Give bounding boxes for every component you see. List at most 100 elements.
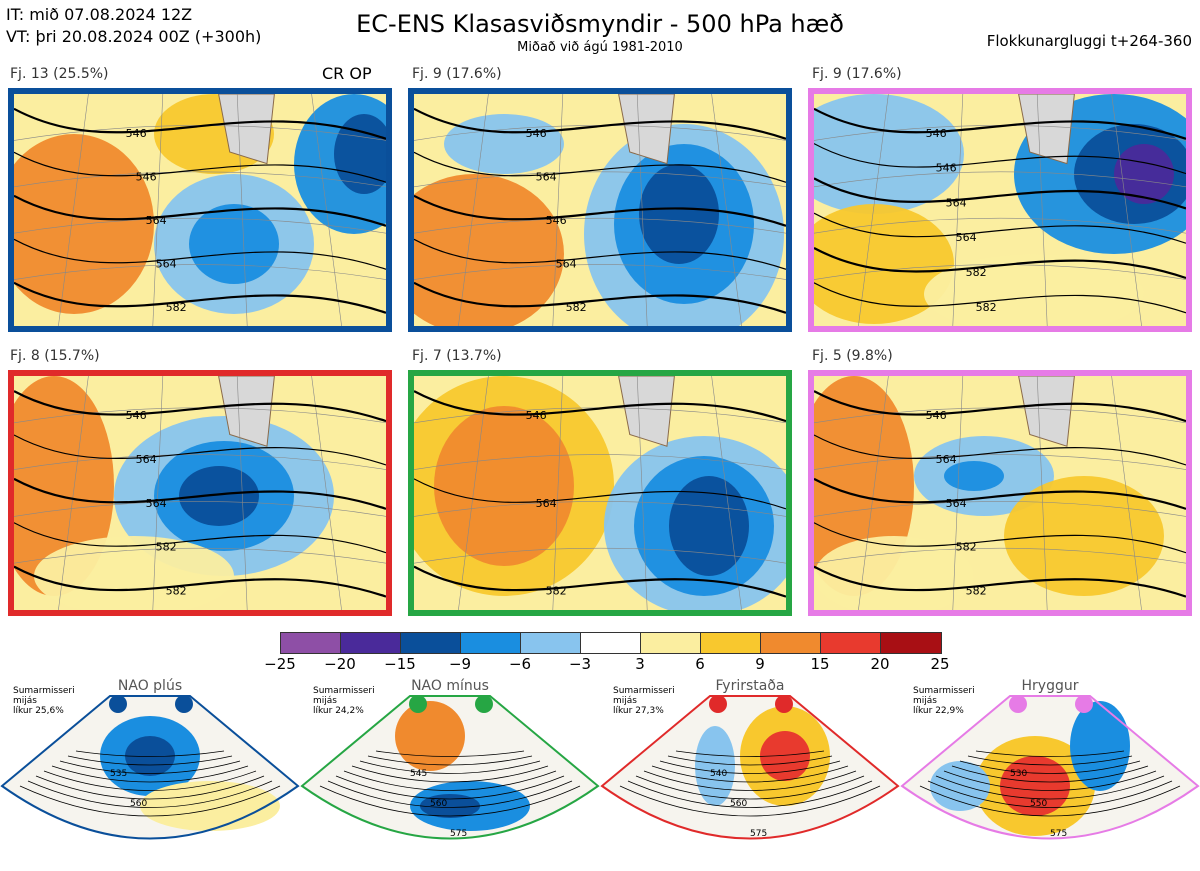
landmass: [618, 94, 675, 165]
panel-extra-label: CR OP: [322, 64, 372, 83]
contour-label: 530: [1010, 769, 1027, 779]
contour-line: [19, 785, 281, 817]
contour-label: 564: [536, 170, 557, 183]
contour-line: [14, 281, 386, 314]
regime-name: NAO plús: [117, 678, 183, 694]
contour-label: 582: [966, 585, 987, 598]
map-svg: 546 546 564 564 582 582: [814, 94, 1186, 326]
grid-line: [152, 94, 164, 326]
contour-line: [975, 750, 1125, 757]
grid-line: [858, 376, 889, 610]
contour-label: 546: [526, 409, 547, 422]
anomaly-area: [695, 726, 735, 806]
contour-line: [967, 755, 1133, 766]
regime-info: Sumarmisseri mijás líkur 27,3%: [613, 686, 675, 716]
regime-info-line: mijás: [313, 696, 337, 706]
contour-line: [627, 780, 873, 808]
contour-label: 546: [126, 409, 147, 422]
contour-label: 564: [556, 257, 577, 270]
contour-label: 546: [936, 162, 957, 175]
classification-window: Flokkunargluggi t+264-360: [986, 32, 1192, 50]
colorbar-tick-label: −6: [508, 655, 532, 673]
contour-line: [927, 780, 1173, 808]
contour-label: 546: [546, 214, 567, 227]
regime-sector-outline: [0, 695, 300, 840]
contour-line: [414, 390, 786, 423]
colorbar-tick-label: −9: [448, 655, 472, 673]
grid-line: [1036, 94, 1048, 326]
panel-label: Fj. 9 (17.6%): [812, 66, 902, 82]
contour-line: [351, 765, 549, 783]
cluster-map-panel: 546 564 582: [408, 370, 792, 616]
grid-line: [14, 454, 386, 470]
grid-line: [414, 501, 786, 517]
anomaly-area: [930, 761, 990, 811]
contour-line: [335, 775, 565, 800]
contour-label: 550: [1030, 799, 1047, 809]
panel-label: Fj. 9 (17.6%): [412, 66, 502, 82]
cluster-map-panel: 546 564 564 582 582: [8, 370, 392, 616]
contour-line: [619, 785, 881, 817]
colorbar-tick-label: 25: [930, 655, 950, 673]
contour-line: [67, 755, 233, 766]
contour-label: 564: [536, 497, 557, 510]
grid-line: [14, 547, 386, 564]
grid-line: [414, 171, 786, 188]
grid-line: [311, 94, 342, 326]
contour-line: [935, 775, 1165, 800]
contour-label: 560: [130, 799, 147, 809]
contour-label: 546: [926, 127, 947, 140]
contour-label: 546: [526, 127, 547, 140]
contour-line: [814, 522, 1186, 554]
contour-line: [14, 434, 386, 466]
grid-line: [1111, 376, 1142, 610]
contour-label: 540: [710, 769, 727, 779]
regime-thumbnail: 530 550 575 Hryggur Sumarmisseri mijás líkur 2…: [900, 676, 1200, 871]
colorbar-cell: [581, 633, 641, 653]
contour-label: 575: [1050, 829, 1067, 839]
regime-name: Fyrirstaða: [715, 678, 785, 694]
regime-info-line: Sumarmisseri: [13, 686, 75, 696]
grid-line: [58, 376, 89, 610]
contour-line: [414, 151, 786, 183]
anomaly-area: [420, 794, 480, 818]
contour-label: 582: [166, 585, 187, 598]
regime-info-line: líkur 24,2%: [313, 706, 364, 716]
grid-line: [552, 94, 564, 326]
landmass: [1018, 376, 1075, 447]
anomaly-area: [669, 476, 749, 576]
contour-line: [659, 760, 841, 774]
anomaly-area: [924, 254, 1144, 326]
anomaly-area: [814, 204, 954, 324]
panel-label: Fj. 13 (25.5%): [10, 66, 109, 82]
contour-label: 560: [430, 799, 447, 809]
contour-line: [675, 750, 825, 757]
contour-label: 560: [730, 799, 747, 809]
regime-thumbnail: 545 560 575 NAO mínus Sumarmisseri mijás líkur…: [300, 676, 600, 871]
contour-label: 564: [946, 196, 967, 209]
contour-label: 564: [146, 497, 167, 510]
colorbar-cell: [401, 633, 461, 653]
contour-label: 546: [136, 170, 157, 183]
contour-line: [327, 780, 573, 808]
contour-line: [414, 281, 786, 314]
regime-marker: [775, 695, 793, 713]
cluster-map-panel: 546 564 564 582 582: [808, 370, 1192, 616]
regime-svg: 540 560 575: [600, 695, 900, 840]
contour-line: [14, 565, 386, 598]
panel-label: Fj. 7 (13.7%): [412, 348, 502, 364]
regime-sector-outline: [300, 695, 600, 840]
grid-line: [414, 217, 786, 234]
contour-line: [14, 522, 386, 554]
anomaly-area: [125, 736, 175, 776]
contour-line: [951, 765, 1149, 783]
contour-line: [51, 765, 249, 783]
colorbar-cell: [821, 633, 881, 653]
anomaly-area: [1070, 701, 1130, 791]
grid-line: [858, 94, 889, 326]
page-subtitle: Miðað við ágú 1981-2010: [517, 40, 683, 55]
contour-line: [414, 565, 786, 598]
contour-line: [319, 785, 581, 817]
contour-label: 575: [750, 829, 767, 839]
valid-time: VT: þri 20.08.2024 00Z (+300h): [6, 27, 262, 46]
